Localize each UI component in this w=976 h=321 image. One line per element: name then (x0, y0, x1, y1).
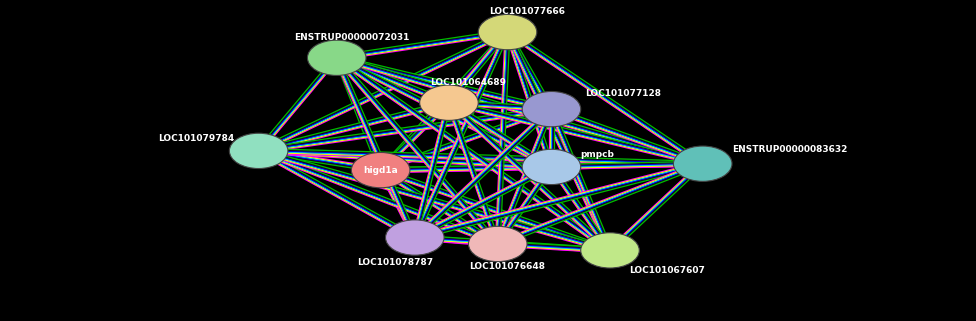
Text: LOC101078787: LOC101078787 (357, 258, 433, 267)
Ellipse shape (581, 233, 639, 268)
Text: LOC101077666: LOC101077666 (489, 7, 565, 16)
Text: ENSTRUP00000083632: ENSTRUP00000083632 (732, 145, 847, 154)
Ellipse shape (478, 14, 537, 50)
Text: LOC101064689: LOC101064689 (430, 78, 507, 87)
Ellipse shape (522, 149, 581, 185)
Ellipse shape (307, 40, 366, 75)
Text: LOC101077128: LOC101077128 (586, 89, 662, 98)
Text: LOC101067607: LOC101067607 (630, 266, 706, 275)
Ellipse shape (420, 85, 478, 120)
Text: LOC101079784: LOC101079784 (158, 134, 234, 143)
Ellipse shape (673, 146, 732, 181)
Ellipse shape (468, 226, 527, 262)
Ellipse shape (522, 91, 581, 127)
Text: higd1a: higd1a (363, 166, 398, 175)
Text: LOC101076648: LOC101076648 (469, 262, 546, 271)
Ellipse shape (229, 133, 288, 169)
Ellipse shape (386, 220, 444, 255)
Text: ENSTRUP00000072031: ENSTRUP00000072031 (294, 33, 409, 42)
Ellipse shape (351, 152, 410, 188)
Text: pmpcb: pmpcb (581, 150, 615, 159)
